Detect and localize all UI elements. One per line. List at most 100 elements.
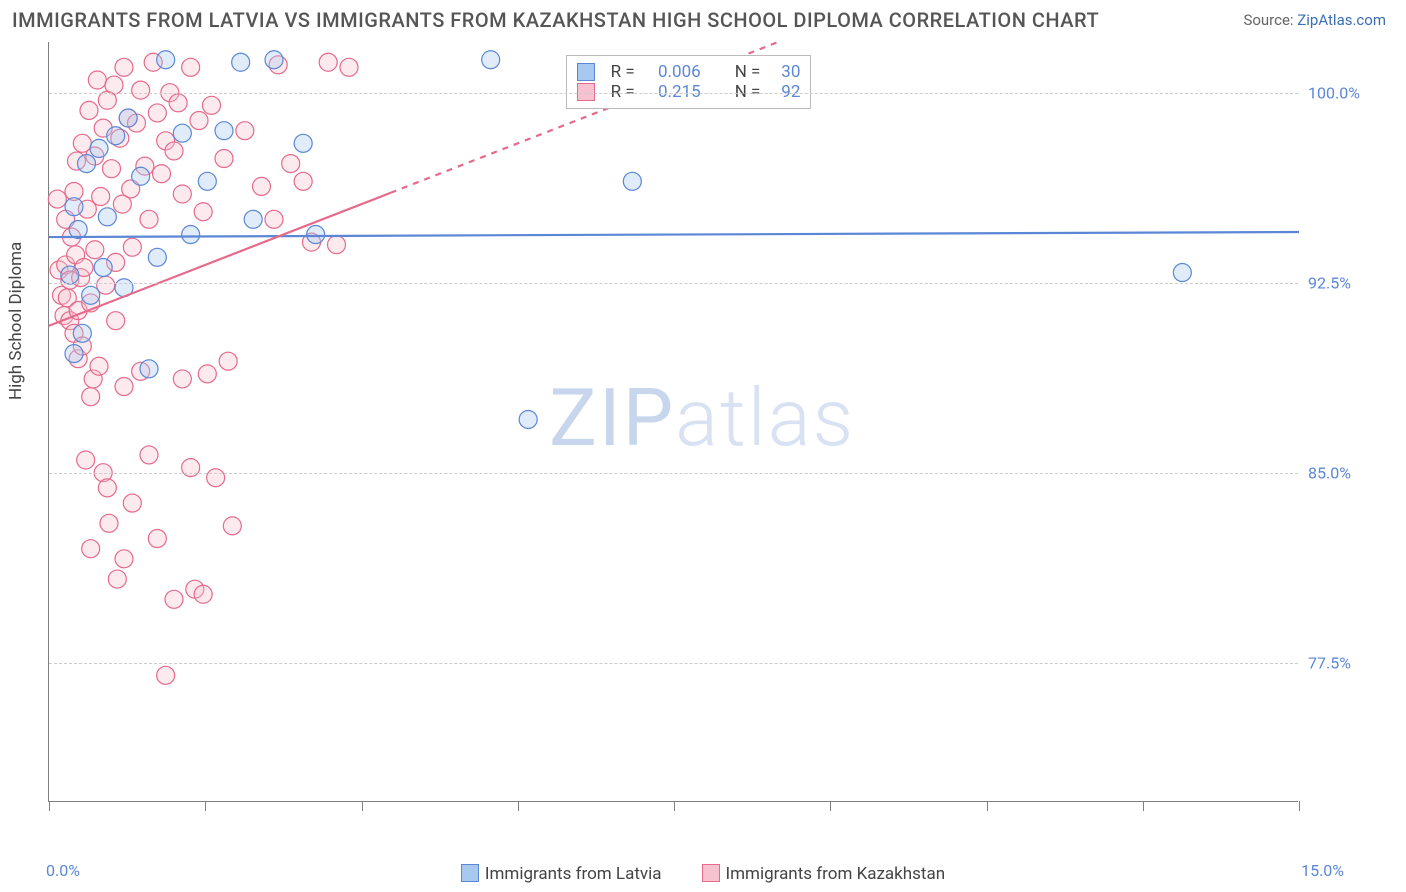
data-point xyxy=(265,51,283,69)
data-point xyxy=(157,51,175,69)
x-tick xyxy=(49,801,50,811)
y-tick-label: 85.0% xyxy=(1308,463,1351,482)
x-tick xyxy=(674,801,675,811)
data-point xyxy=(194,203,212,221)
legend-r-value: 0.215 xyxy=(645,82,701,102)
data-point xyxy=(169,94,187,112)
data-point xyxy=(69,220,87,238)
data-point xyxy=(207,469,225,487)
data-point xyxy=(173,370,191,388)
legend-n-value: 30 xyxy=(770,62,800,82)
data-point xyxy=(173,185,191,203)
data-point xyxy=(90,139,108,157)
x-tick xyxy=(987,801,988,811)
x-tick xyxy=(362,801,363,811)
x-tick xyxy=(205,801,206,811)
grid-line xyxy=(49,283,1298,284)
data-point xyxy=(182,226,200,244)
data-point xyxy=(198,365,216,383)
data-point xyxy=(148,104,166,122)
x-tick xyxy=(1299,801,1300,811)
data-point xyxy=(82,388,100,406)
data-point xyxy=(215,122,233,140)
data-point xyxy=(340,58,358,76)
legend-item-kazakhstan: Immigrants from Kazakhstan xyxy=(702,864,946,884)
data-point xyxy=(194,585,212,603)
data-point xyxy=(100,514,118,532)
swatch-kazakhstan xyxy=(702,864,720,882)
data-point xyxy=(123,238,141,256)
source-prefix: Source: xyxy=(1243,11,1297,29)
data-point xyxy=(115,58,133,76)
data-point xyxy=(165,590,183,608)
legend-r-label: R = xyxy=(611,62,635,82)
x-tick xyxy=(830,801,831,811)
data-point xyxy=(182,58,200,76)
data-point xyxy=(107,312,125,330)
data-point xyxy=(119,109,137,127)
data-point xyxy=(140,210,158,228)
data-point xyxy=(165,142,183,160)
y-tick-label: 92.5% xyxy=(1308,273,1351,292)
chart-title: IMMIGRANTS FROM LATVIA VS IMMIGRANTS FRO… xyxy=(12,8,1099,32)
grid-line xyxy=(49,473,1298,474)
data-point xyxy=(294,134,312,152)
data-point xyxy=(94,258,112,276)
data-point xyxy=(123,494,141,512)
data-point xyxy=(65,198,83,216)
data-point xyxy=(48,190,66,208)
data-point xyxy=(82,540,100,558)
legend-swatch xyxy=(577,63,595,81)
scatter-svg xyxy=(49,42,1298,801)
data-point xyxy=(115,550,133,568)
data-point xyxy=(103,160,121,178)
x-tick xyxy=(518,801,519,811)
data-point xyxy=(190,112,208,130)
data-point xyxy=(90,357,108,375)
legend-label-latvia: Immigrants from Latvia xyxy=(485,864,662,884)
data-point xyxy=(98,208,116,226)
data-point xyxy=(173,124,191,142)
data-point xyxy=(307,226,325,244)
data-point xyxy=(78,155,96,173)
data-point xyxy=(148,530,166,548)
legend-n-label: N = xyxy=(735,62,761,82)
data-point xyxy=(294,172,312,190)
data-point xyxy=(265,210,283,228)
legend-swatch xyxy=(577,83,595,101)
data-point xyxy=(482,51,500,69)
legend-n-value: 92 xyxy=(770,82,800,102)
data-point xyxy=(157,666,175,684)
data-point xyxy=(519,410,537,428)
swatch-latvia xyxy=(461,864,479,882)
y-axis-label: High School Diploma xyxy=(6,242,26,400)
source-link[interactable]: ZipAtlas.com xyxy=(1297,11,1386,29)
data-point xyxy=(223,517,241,535)
trend-line xyxy=(49,232,1299,237)
legend-row: R = 0.215 N = 92 xyxy=(577,82,801,102)
data-point xyxy=(115,378,133,396)
data-point xyxy=(182,459,200,477)
data-point xyxy=(105,76,123,94)
data-point xyxy=(215,150,233,168)
legend-r-label: R = xyxy=(611,82,635,102)
data-point xyxy=(623,172,641,190)
data-point xyxy=(282,155,300,173)
legend-n-label: N = xyxy=(735,82,761,102)
data-point xyxy=(61,266,79,284)
data-point xyxy=(244,210,262,228)
y-tick-label: 77.5% xyxy=(1308,653,1351,672)
data-point xyxy=(319,53,337,71)
data-point xyxy=(253,177,271,195)
source-label: Source: ZipAtlas.com xyxy=(1243,11,1386,29)
legend-label-kazakhstan: Immigrants from Kazakhstan xyxy=(726,864,946,884)
data-point xyxy=(98,479,116,497)
data-point xyxy=(65,345,83,363)
legend-correlation-box: R = 0.006 N = 30 R = 0.215 N = 92 xyxy=(566,55,812,109)
data-point xyxy=(82,286,100,304)
data-point xyxy=(148,248,166,266)
legend-bottom: Immigrants from Latvia Immigrants from K… xyxy=(0,864,1406,884)
x-tick xyxy=(1143,801,1144,811)
legend-item-latvia: Immigrants from Latvia xyxy=(461,864,662,884)
grid-line xyxy=(49,663,1298,664)
